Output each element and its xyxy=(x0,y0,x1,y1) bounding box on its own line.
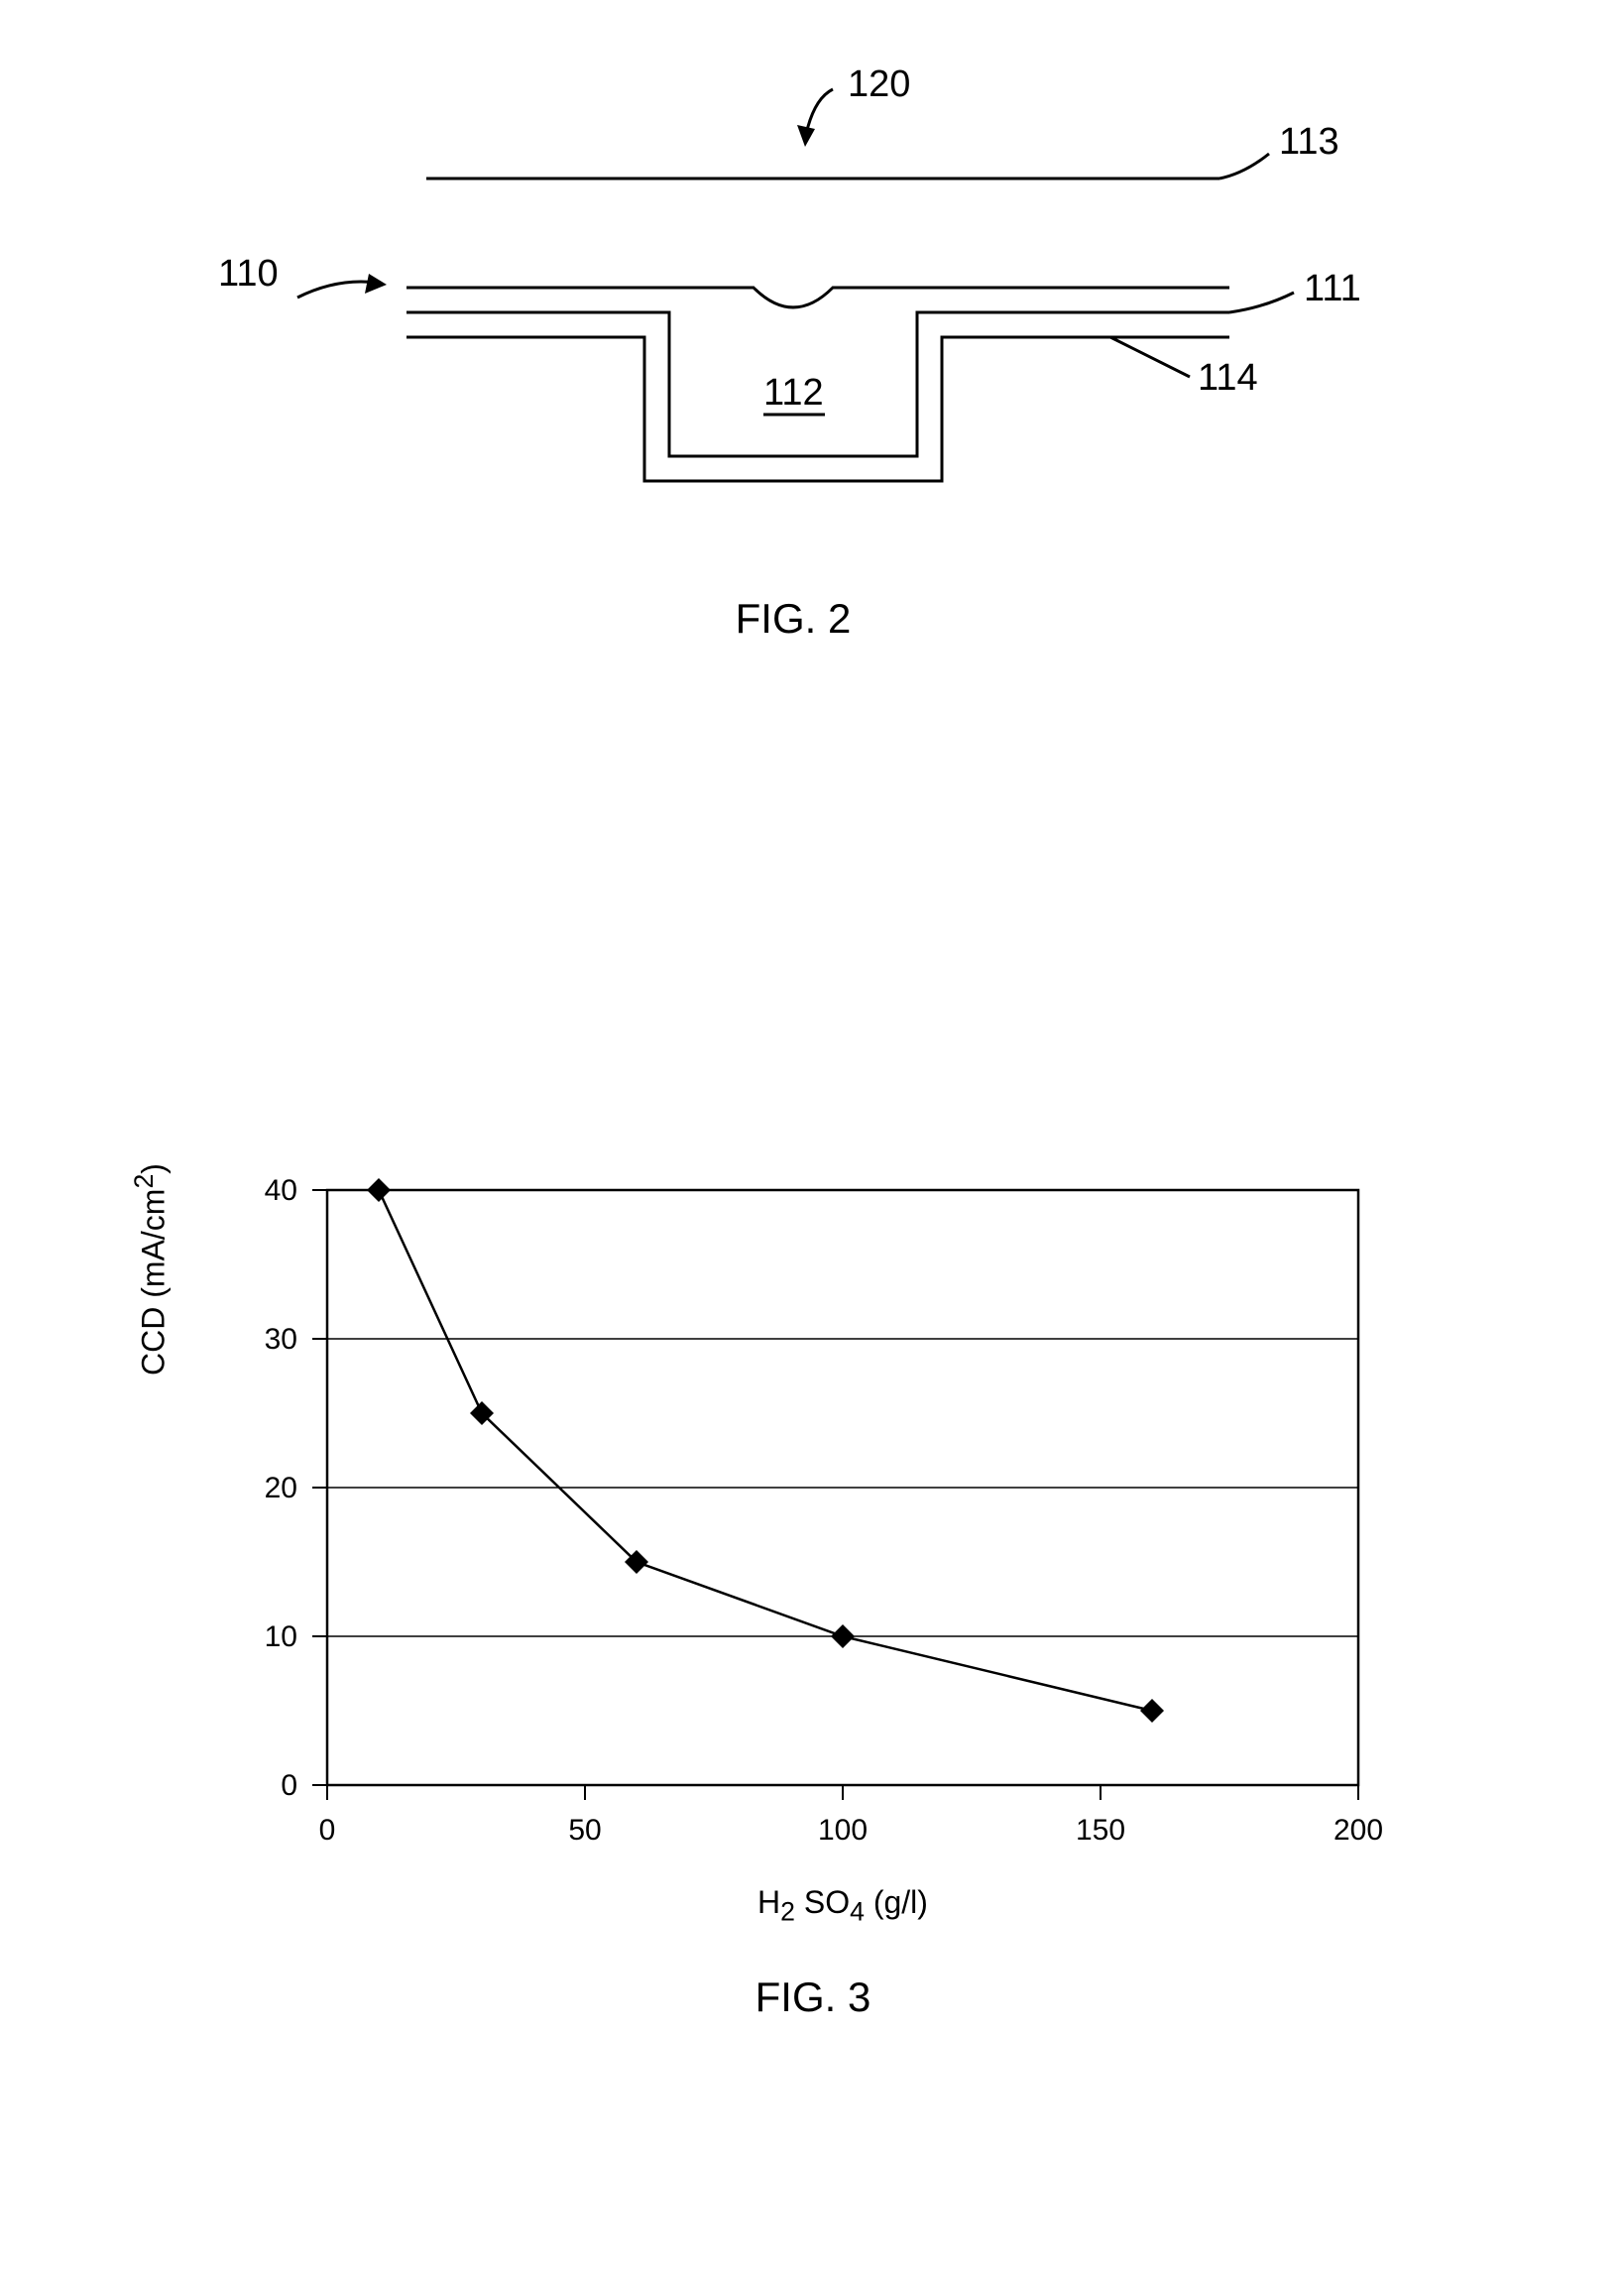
fig2-label-114: 114 xyxy=(1198,357,1258,400)
fig2-schematic xyxy=(198,60,1388,555)
fig2-label-112: 112 xyxy=(763,372,824,415)
svg-text:150: 150 xyxy=(1076,1814,1125,1847)
svg-text:200: 200 xyxy=(1334,1814,1383,1847)
fig3-ylabel-sup: 2 xyxy=(129,1174,159,1189)
fig3-chart: 0 50 100 150 200 0 10 20 30 40 xyxy=(188,1150,1438,1944)
fig2-caption: FIG. 2 xyxy=(198,595,1388,643)
svg-text:50: 50 xyxy=(568,1814,601,1847)
fig2-label-110: 110 xyxy=(218,253,279,296)
fig3-ylabel-suffix: ) xyxy=(136,1163,172,1174)
fig2-label-120: 120 xyxy=(848,63,910,106)
svg-text:20: 20 xyxy=(265,1472,297,1504)
fig3-ylabel: CCD (mA/cm2) xyxy=(129,1071,173,1468)
fig3-caption: FIG. 3 xyxy=(188,1974,1438,2021)
fig2-label-111: 111 xyxy=(1304,268,1361,310)
svg-text:0: 0 xyxy=(319,1814,336,1847)
fig3-xlabel-suffix: (g/l) xyxy=(865,1884,928,1920)
svg-text:100: 100 xyxy=(818,1814,868,1847)
fig3-xlabel-sub1: 2 xyxy=(780,1896,795,1926)
fig3-xlabel: H2 SO4 (g/l) xyxy=(327,1884,1358,1927)
fig3-ylabel-prefix: CCD (mA/cm xyxy=(136,1189,172,1376)
fig2-container: 120 113 110 111 114 112 FIG. 2 xyxy=(198,60,1388,754)
fig3-xlabel-prefix: H xyxy=(757,1884,780,1920)
fig2-label-113: 113 xyxy=(1279,121,1339,164)
svg-text:30: 30 xyxy=(265,1323,297,1356)
fig3-xlabel-mid: SO xyxy=(795,1884,850,1920)
svg-text:40: 40 xyxy=(265,1174,297,1207)
svg-text:10: 10 xyxy=(265,1620,297,1653)
fig3-container: CCD (mA/cm2) 0 xyxy=(188,1150,1438,2142)
svg-text:0: 0 xyxy=(281,1769,297,1802)
fig3-xlabel-sub2: 4 xyxy=(850,1896,865,1926)
